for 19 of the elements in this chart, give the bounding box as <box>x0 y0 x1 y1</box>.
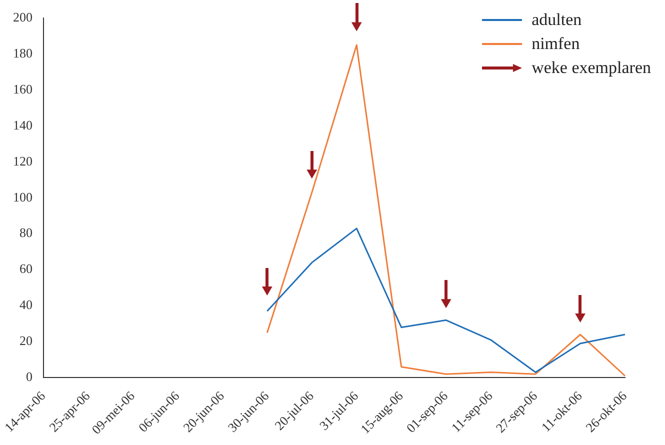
y-tick-label: 20 <box>20 333 32 348</box>
point <box>352 22 362 31</box>
point <box>307 170 317 178</box>
y-tick-label: 60 <box>20 261 32 276</box>
point <box>262 286 272 296</box>
legend-label: weke exemplaren <box>532 58 651 78</box>
y-tick-label: 100 <box>13 189 32 204</box>
legend-label: nimfen <box>532 34 580 54</box>
y-tick-label: 120 <box>13 153 32 168</box>
y-tick-label: 140 <box>13 117 32 132</box>
point <box>575 314 586 322</box>
point <box>441 299 451 308</box>
y-tick-label: 0 <box>26 369 32 384</box>
y-tick-label: 40 <box>20 297 32 312</box>
y-tick-label: 180 <box>13 45 32 60</box>
y-tick-label: 160 <box>13 81 32 96</box>
y-tick-label: 80 <box>20 225 32 240</box>
legend-label: adulten <box>532 10 582 30</box>
y-tick-label: 200 <box>13 9 32 24</box>
